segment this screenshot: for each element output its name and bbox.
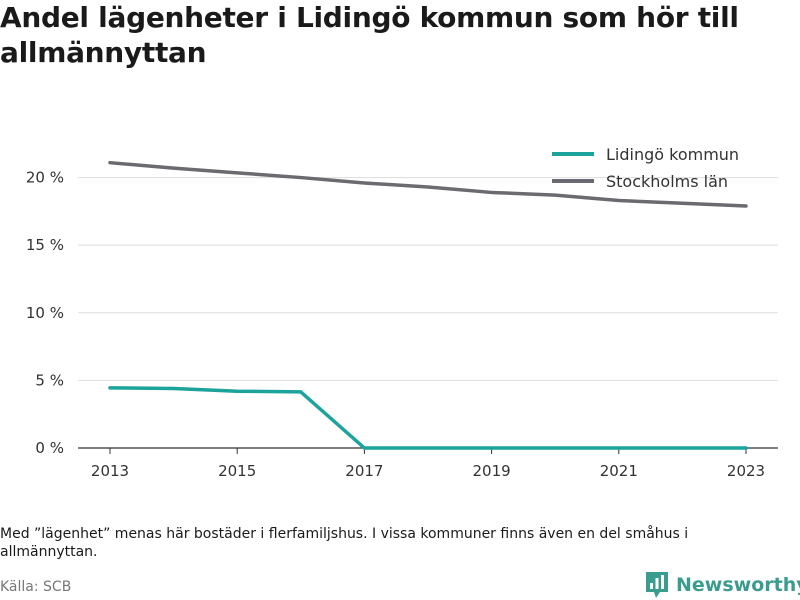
y-tick-label: 0 % (35, 439, 64, 457)
brand-logo: Newsworthy (644, 570, 800, 600)
legend-swatch (552, 179, 594, 183)
source-credit: Källa: SCB (0, 579, 72, 595)
x-tick-label: 2023 (727, 462, 765, 480)
x-axis: 2013 2015 2017 2019 2021 2023 (78, 447, 778, 480)
x-tick-label: 2019 (473, 462, 511, 480)
series-line-0 (108, 386, 748, 450)
series-line-1 (108, 160, 748, 208)
y-tick-label: 5 % (35, 371, 64, 389)
x-tick-label: 2015 (218, 462, 256, 480)
y-axis: 0 % 5 % 10 % 15 % 20 % (26, 169, 64, 457)
chart-title: Andel lägenheter i Lidingö kommun som hö… (0, 1, 739, 69)
series-lines (108, 160, 748, 450)
gridlines (78, 177, 778, 381)
y-tick-label: 10 % (26, 304, 64, 322)
y-tick-label: 15 % (26, 236, 64, 254)
x-tick-label: 2017 (345, 462, 383, 480)
legend: Lidingö kommun Stockholms län (552, 145, 739, 191)
legend-label: Lidingö kommun (606, 145, 739, 164)
bar-chart-logo-icon (646, 572, 668, 598)
brand-name: Newsworthy (676, 574, 800, 596)
x-tick-label: 2021 (600, 462, 638, 480)
y-tick-label: 20 % (26, 169, 64, 187)
legend-swatch (552, 152, 594, 156)
chart-note: Med ”lägenhet” menas här bostäder i fler… (0, 526, 689, 560)
legend-label: Stockholms län (606, 172, 728, 191)
x-tick-label: 2013 (91, 462, 129, 480)
line-chart: 0 %5 %10 %15 %20 % 2013 2015 2017 2019 2021 2… (26, 145, 778, 480)
